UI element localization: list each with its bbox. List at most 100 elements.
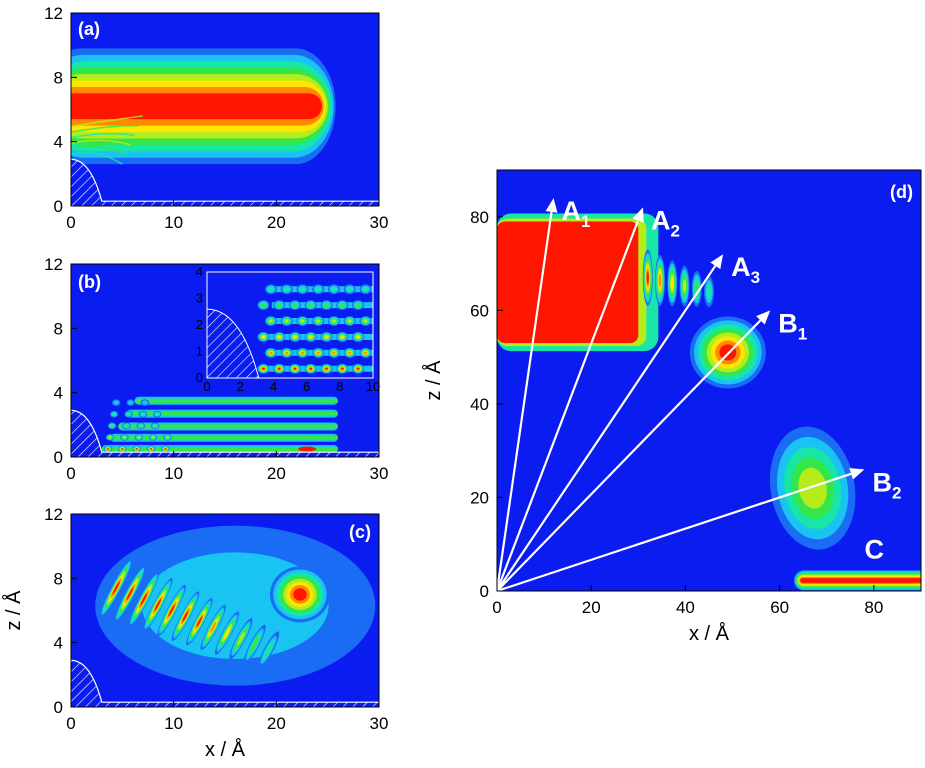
substrate-edge bbox=[71, 158, 379, 202]
interference-dot bbox=[139, 424, 143, 428]
inset-dot bbox=[363, 319, 368, 323]
interference-arc bbox=[71, 151, 123, 165]
inset-dot bbox=[292, 303, 298, 308]
interference-dot bbox=[122, 436, 126, 439]
inset-dot bbox=[261, 335, 266, 339]
inset-dot bbox=[316, 319, 321, 323]
vector-arrow bbox=[495, 211, 553, 592]
panel-label-a: (a) bbox=[78, 19, 100, 39]
stripe-core bbox=[110, 435, 338, 440]
inset-dot bbox=[348, 351, 352, 355]
x-tick-label: 10 bbox=[164, 213, 183, 232]
substrate-edge bbox=[71, 659, 379, 703]
y-tick-label: 20 bbox=[470, 488, 489, 507]
y-axis-title: z / Å bbox=[422, 360, 445, 401]
x-axis-title: x / Å bbox=[689, 622, 730, 645]
interference-dot bbox=[113, 400, 119, 405]
inset-dot bbox=[364, 351, 368, 355]
stripe-core bbox=[134, 398, 338, 403]
arrow-label: A1 bbox=[562, 196, 591, 231]
x-tick-label: 0 bbox=[66, 714, 75, 733]
interference-dot bbox=[124, 424, 129, 428]
x-tick-label: 20 bbox=[267, 714, 286, 733]
interference-dot bbox=[135, 448, 138, 450]
x-tick-label: 20 bbox=[267, 213, 286, 232]
arrow-label: B2 bbox=[872, 467, 901, 502]
heatmap-panel-d bbox=[497, 170, 921, 591]
vector-arrow bbox=[496, 472, 852, 593]
inset-dot bbox=[324, 303, 329, 308]
interference-dot bbox=[164, 448, 167, 450]
vector-arrow bbox=[495, 220, 640, 592]
axes-a: 0 10 20 30 0 4 8 12 bbox=[44, 4, 388, 232]
inset-dot bbox=[309, 367, 313, 370]
y-tick-label: 60 bbox=[470, 301, 489, 320]
x-tick-label: 20 bbox=[582, 598, 601, 617]
y-tick-label: 8 bbox=[54, 319, 63, 338]
stripe-core bbox=[101, 446, 338, 451]
heatmap-panel-c bbox=[71, 514, 379, 707]
oblique-fringe bbox=[140, 593, 148, 606]
inset-dot bbox=[277, 367, 281, 370]
inset-dot bbox=[330, 286, 337, 292]
substrate-edge bbox=[71, 409, 379, 453]
axes-c: 0 10 20 30 0 4 8 12 x / Å z / Å bbox=[2, 505, 388, 761]
inset-dot bbox=[262, 367, 265, 370]
plot-frame bbox=[70, 12, 380, 207]
interference-dot bbox=[127, 400, 134, 405]
interference-dot bbox=[150, 448, 153, 450]
inset-dot bbox=[339, 303, 345, 308]
lobe-fringe bbox=[706, 283, 712, 300]
vector-arrowhead bbox=[632, 207, 644, 223]
inset-x-tick-label: 6 bbox=[303, 379, 310, 394]
y-tick-label: 8 bbox=[54, 68, 63, 87]
inset-dot bbox=[300, 351, 304, 355]
x-tick-label: 30 bbox=[370, 464, 389, 483]
y-tick-label: 4 bbox=[54, 133, 63, 152]
panel-label-d: (d) bbox=[890, 182, 913, 202]
interference-arc bbox=[71, 145, 127, 156]
x-tick-label: 30 bbox=[370, 714, 389, 733]
y-tick-label: 8 bbox=[54, 569, 63, 588]
y-tick-label: 4 bbox=[54, 384, 63, 403]
inset-dot bbox=[356, 335, 360, 339]
y-tick-label: 0 bbox=[54, 698, 63, 717]
inset-dot bbox=[276, 303, 282, 308]
oblique-fringe bbox=[196, 616, 203, 628]
lobe-fringe bbox=[658, 274, 662, 287]
stripe-core bbox=[126, 411, 338, 416]
x-tick-label: 0 bbox=[66, 464, 75, 483]
inset-dot bbox=[277, 335, 281, 339]
y-tick-label: 4 bbox=[54, 634, 63, 653]
inset-x-tick-label: 8 bbox=[336, 379, 343, 394]
interference-arc bbox=[71, 132, 135, 139]
y-tick-label: 12 bbox=[44, 255, 63, 274]
x-tick-label: 0 bbox=[66, 213, 75, 232]
heatmap-panel-a bbox=[71, 13, 379, 206]
inset-dot bbox=[324, 335, 329, 339]
x-tick-label: 30 bbox=[370, 213, 389, 232]
y-tick-label: 80 bbox=[470, 208, 489, 227]
lobe-fringe bbox=[646, 271, 649, 284]
inset-dot bbox=[347, 319, 352, 323]
inset-dot bbox=[299, 286, 306, 292]
inset-dot bbox=[315, 286, 322, 292]
vector-arrowhead bbox=[710, 254, 724, 270]
inset-dot bbox=[284, 319, 289, 323]
inset-dot bbox=[356, 367, 360, 370]
inset-heatmap bbox=[207, 272, 373, 378]
y-tick-label: 12 bbox=[44, 4, 63, 23]
lobe-core bbox=[497, 221, 639, 344]
inset-y-tick-label: 0 bbox=[196, 370, 203, 385]
inset-stripe bbox=[265, 365, 373, 372]
lobe-fringe bbox=[682, 279, 687, 293]
interference-dot bbox=[126, 412, 131, 416]
interference-arc bbox=[71, 124, 139, 133]
interference-dot bbox=[121, 448, 124, 450]
interference-dot bbox=[140, 412, 145, 416]
inset-dot bbox=[268, 319, 273, 323]
inset-dot bbox=[332, 351, 336, 355]
interference-dot bbox=[110, 424, 114, 428]
interference-dot bbox=[153, 424, 157, 428]
